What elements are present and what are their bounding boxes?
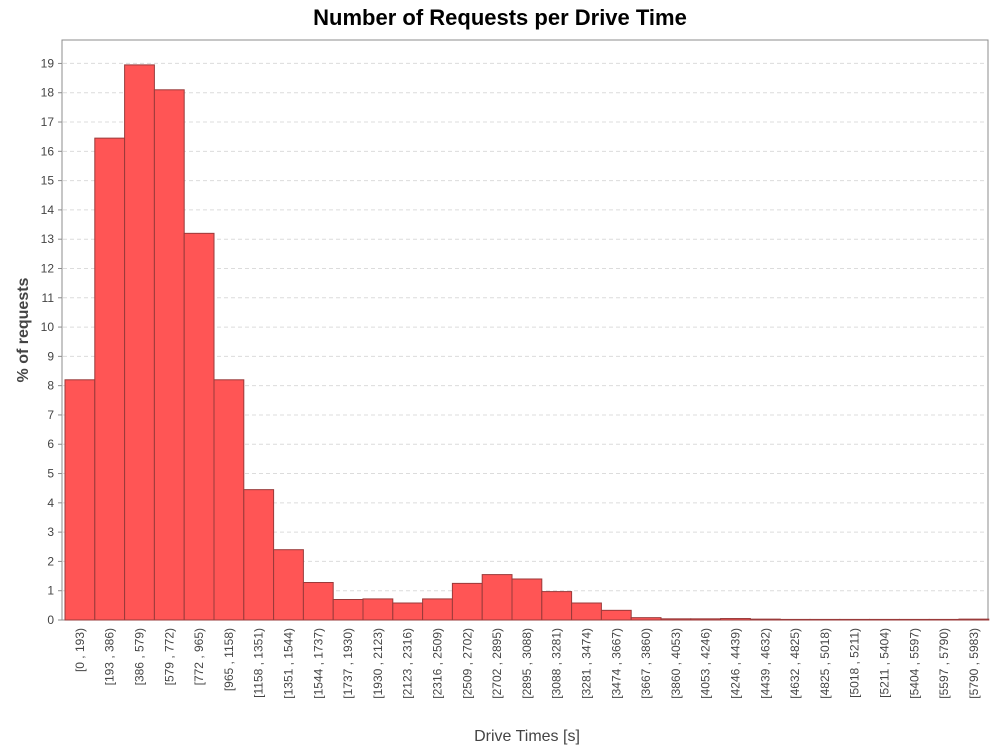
x-tick-label: [772 , 965): [192, 628, 206, 685]
bar: [451, 582, 483, 621]
x-tick-label: [1158 , 1351): [252, 628, 266, 698]
x-axis-ticks: [0 , 193) [193 , 386) [386 , 579) [579 , 77…: [73, 628, 981, 699]
x-tick-label: [1930 , 2123): [371, 628, 385, 699]
x-tick-label: [1544 , 1737): [311, 628, 325, 699]
bar: [64, 379, 96, 621]
bar: [362, 598, 394, 621]
bar: [541, 591, 573, 621]
y-tick-label: 7: [47, 408, 54, 422]
bar: [720, 618, 751, 621]
bar: [928, 618, 960, 621]
y-tick-label: 9: [47, 349, 54, 363]
x-tick-label: [193 , 386): [103, 628, 117, 685]
x-tick-label: [4632 , 4825): [788, 628, 802, 699]
bar: [332, 598, 364, 621]
y-tick-label: 12: [41, 261, 55, 275]
x-tick-label: [5790 , 5983): [967, 628, 981, 699]
y-tick-label: 4: [47, 496, 54, 510]
x-tick-label: [2316 , 2509): [431, 628, 445, 699]
bar: [392, 602, 424, 621]
bar: [958, 618, 990, 621]
y-tick-label: 10: [41, 320, 55, 334]
bar: [630, 617, 662, 621]
y-tick-label: 14: [41, 203, 55, 217]
y-tick-label: 19: [41, 56, 55, 70]
x-tick-label: [579 , 772): [162, 628, 176, 685]
bar: [690, 618, 722, 621]
x-tick-label: [2895 , 3088): [520, 628, 534, 699]
bars: [64, 64, 990, 621]
x-tick-label: [3860 , 4053): [669, 628, 683, 699]
x-tick-label: [2509 , 2702): [460, 628, 474, 699]
bar: [869, 618, 900, 621]
x-tick-label: [386 , 579): [133, 628, 147, 685]
y-tick-label: 3: [47, 525, 54, 539]
x-tick-label: [4053 , 4246): [699, 628, 713, 699]
x-tick-label: [1737 , 1930): [341, 628, 355, 699]
x-tick-label: [2123 , 2316): [401, 628, 415, 699]
x-tick-label: [3088 , 3281): [550, 628, 564, 699]
x-tick-label: [5018 , 5211): [848, 628, 862, 698]
x-tick-label: [3474 , 3667): [609, 628, 623, 699]
y-tick-label: 11: [42, 291, 55, 305]
x-tick-label: [2702 , 2895): [490, 628, 504, 699]
bar: [600, 609, 632, 621]
x-tick-label: [4825 , 5018): [818, 628, 832, 699]
y-tick-label: 8: [47, 379, 54, 393]
bar: [94, 137, 126, 621]
x-tick-label: [3667 , 3860): [639, 628, 653, 699]
y-tick-label: 1: [47, 584, 54, 598]
y-tick-label: 13: [41, 232, 55, 246]
x-tick-label: [1351 , 1544): [282, 628, 296, 699]
y-tick-label: 6: [47, 437, 54, 451]
bar: [571, 602, 602, 621]
bar: [213, 379, 245, 621]
y-tick-label: 2: [47, 554, 54, 568]
y-tick-label: 17: [41, 115, 55, 129]
y-tick-label: 15: [41, 174, 55, 188]
x-tick-label: [5404 , 5597): [907, 628, 921, 699]
x-tick-label: [4439 , 4632): [758, 628, 772, 699]
bar: [809, 618, 841, 621]
y-tick-label: 18: [41, 86, 55, 100]
bar: [779, 618, 811, 621]
bar: [660, 618, 692, 621]
y-tick-label: 16: [41, 144, 55, 158]
bar: [481, 574, 513, 621]
x-tick-label: [5597 , 5790): [937, 628, 951, 699]
bar: [302, 582, 334, 621]
bar: [243, 489, 275, 621]
y-tick-label: 5: [47, 467, 54, 481]
bar: [124, 64, 155, 621]
x-tick-label: [0 , 193): [73, 628, 87, 672]
y-tick-label: 0: [47, 613, 54, 627]
bar: [153, 89, 185, 621]
y-axis-label: % of requests: [15, 277, 32, 382]
x-tick-label: [5211 , 5404): [878, 628, 892, 698]
x-tick-label: [965 , 1158): [222, 628, 236, 691]
chart-title: Number of Requests per Drive Time: [313, 5, 687, 30]
bar: [511, 578, 543, 621]
x-axis-label: Drive Times [s]: [474, 728, 580, 745]
x-tick-label: [4246 , 4439): [729, 628, 743, 699]
x-tick-label: [3281 , 3474): [580, 628, 594, 699]
bar: [183, 232, 215, 621]
bar: [839, 618, 871, 621]
bar: [273, 549, 304, 621]
bar: [898, 618, 930, 621]
gridlines: [63, 62, 987, 592]
bar: [749, 618, 781, 621]
bar: [422, 598, 453, 621]
